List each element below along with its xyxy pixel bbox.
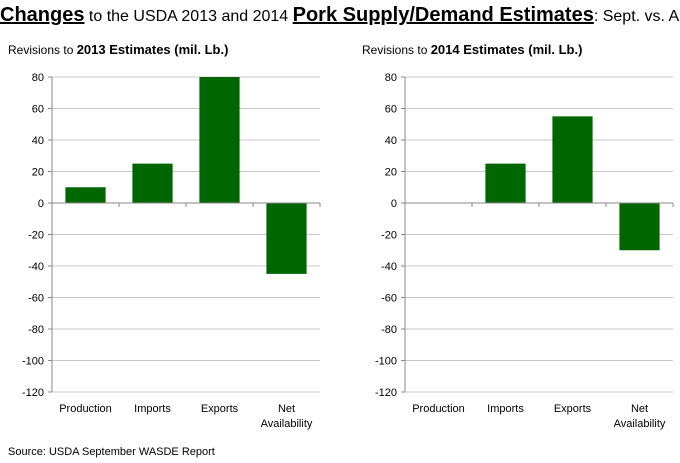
y-tick-label: 60 [385, 104, 397, 116]
y-tick-label: -40 [381, 261, 397, 273]
x-category-label: Production [412, 403, 465, 415]
y-tick-label: -80 [28, 324, 44, 336]
charts-area: 80 60 40 20 0 -20 -40 -60 -80 -100 -120 Production I… [22, 72, 674, 430]
bar-imports [132, 163, 173, 203]
y-tick-label: -120 [375, 387, 397, 399]
x-category-label: Exports [201, 403, 239, 415]
y-tick-label: -100 [22, 356, 44, 368]
y-tick-label: -80 [381, 324, 397, 336]
y-tick-label: 80 [32, 72, 44, 84]
x-category-label: Exports [554, 403, 592, 415]
y-tick-label: 80 [385, 72, 397, 84]
x-category-label: Availability [261, 418, 313, 430]
title-middle: to the USDA 2013 and 2014 [84, 8, 293, 25]
chart-0-group: 80 60 40 20 0 -20 -40 -60 -80 -100 -120 Production I… [22, 72, 321, 430]
title-pork: Pork Supply/Demand Estimates [292, 4, 594, 26]
bar-exports [199, 77, 240, 203]
y-tick-label: -60 [381, 293, 397, 305]
title-end: : Sept. vs. Aug. [593, 8, 680, 25]
chart-2013-title-bold: 2013 Estimates (mil. Lb.) [76, 42, 229, 57]
y-tick-label: 20 [32, 167, 44, 179]
x-category-label: Imports [134, 403, 171, 415]
bar-imports [485, 163, 526, 203]
title-changes: Changes [0, 4, 85, 26]
x-category-label: Production [59, 403, 112, 415]
y-tick-label: 20 [385, 167, 397, 179]
source-note: Source: USDA September WASDE Report [8, 446, 215, 458]
y-tick-label: -60 [28, 293, 44, 305]
chart-2013-title-prefix: Revisions to [8, 43, 77, 57]
page-title: Changes to the USDA 2013 and 2014 Pork S… [0, 4, 680, 27]
x-category-label: Net [278, 403, 295, 415]
x-category-label: Imports [487, 403, 524, 415]
chart-2014-title-prefix: Revisions to [362, 43, 431, 57]
chart-2013-title: Revisions to 2013 Estimates (mil. Lb.) [8, 42, 228, 57]
y-tick-label: -100 [375, 356, 397, 368]
bar-production [65, 187, 106, 203]
y-tick-label: -120 [22, 387, 44, 399]
y-tick-label: 0 [38, 198, 44, 210]
chart-1-group: 80 60 40 20 0 -20 -40 -60 -80 -100 -120 Production I… [375, 72, 674, 430]
y-tick-label: 0 [391, 198, 397, 210]
y-tick-label: -40 [28, 261, 44, 273]
y-tick-label: -20 [381, 230, 397, 242]
bar-exports [552, 116, 593, 203]
x-category-label: Availability [614, 418, 666, 430]
x-category-label: Net [631, 403, 648, 415]
chart-2014-title-bold: 2014 Estimates (mil. Lb.) [430, 42, 583, 57]
y-tick-label: -20 [28, 230, 44, 242]
y-tick-label: 60 [32, 104, 44, 116]
bar-net-availability [619, 203, 660, 251]
bar-net-availability [266, 203, 307, 274]
y-tick-label: 40 [385, 135, 397, 147]
y-tick-label: 40 [32, 135, 44, 147]
chart-2014-title: Revisions to 2014 Estimates (mil. Lb.) [362, 42, 582, 57]
